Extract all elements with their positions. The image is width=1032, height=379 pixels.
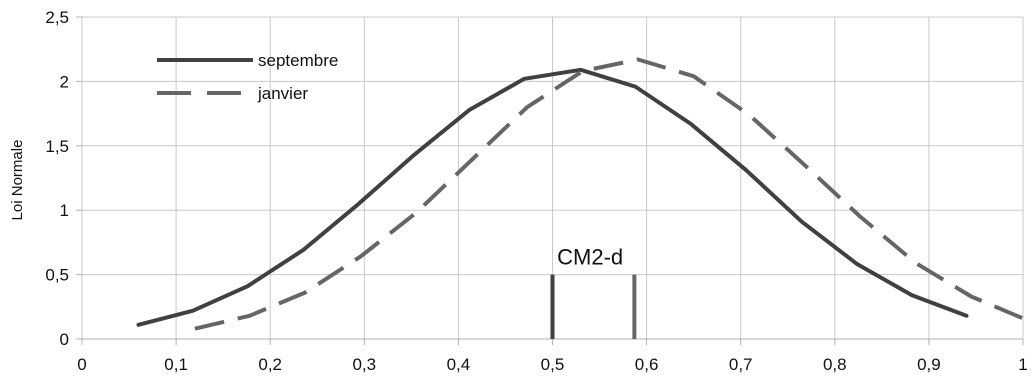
x-tick-label: 0,3	[352, 355, 376, 374]
y-tick-label: 1,5	[45, 137, 69, 156]
annotations: CM2-d	[557, 244, 623, 269]
y-tick-label: 2,5	[45, 8, 69, 27]
x-tick-label: 0,4	[447, 355, 471, 374]
x-tick-label: 0,1	[164, 355, 188, 374]
x-tick-label: 0	[77, 355, 86, 374]
x-tick-label: 0,6	[635, 355, 659, 374]
y-tick-label: 1	[60, 201, 69, 220]
x-tick-label: 0,7	[729, 355, 753, 374]
legend: septembre janvier	[157, 51, 338, 103]
x-tick-label: 0,5	[541, 355, 565, 374]
x-tick-label: 1	[1018, 355, 1027, 374]
annotation-label: CM2-d	[557, 244, 623, 269]
markers	[553, 275, 635, 339]
x-tick-label: 0,9	[917, 355, 941, 374]
y-tick-label: 0,5	[45, 266, 69, 285]
x-tick-label: 0,2	[258, 355, 282, 374]
x-tick-label: 0,8	[823, 355, 847, 374]
legend-label-septembre: septembre	[258, 51, 338, 70]
legend-label-janvier: janvier	[257, 84, 308, 103]
axes: 0 0,1 0,2 0,3 0,4 0,5 0,6 0,7 0,8 0,9 1 0 0,5 1 1,5 2 2,…	[45, 8, 1027, 374]
y-tick-label: 0	[60, 330, 69, 349]
y-axis-title: Loi Normale	[9, 140, 26, 221]
y-tick-label: 2	[60, 72, 69, 91]
